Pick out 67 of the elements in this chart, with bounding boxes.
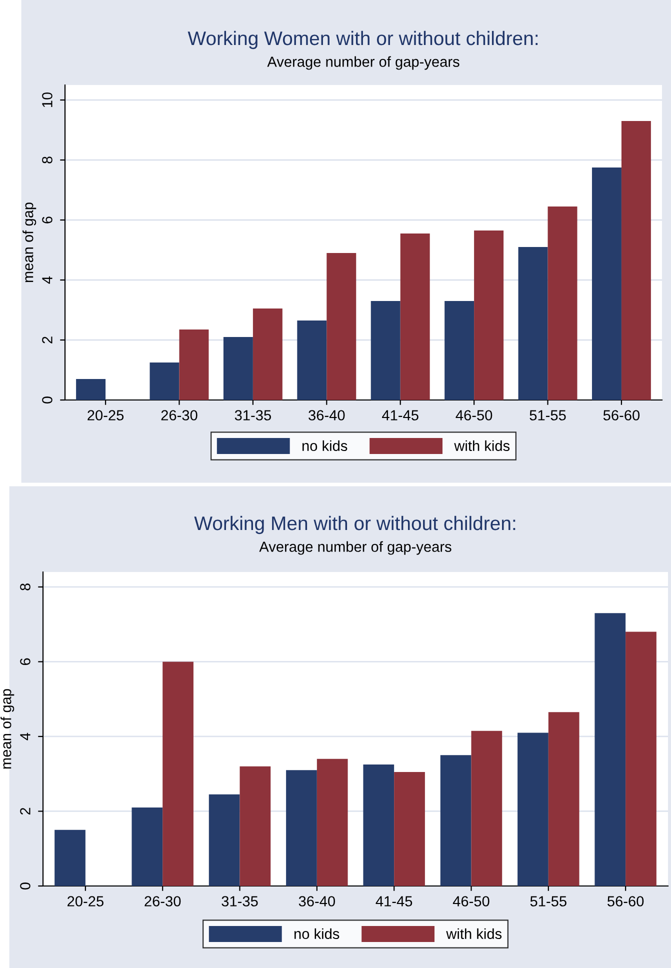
x-tick-label: 26-30 <box>144 896 181 906</box>
x-tick-label: 26-30 <box>161 410 198 420</box>
legend-label: no kids <box>302 440 348 452</box>
chart-subtitle: Average number of gap-years <box>259 541 452 555</box>
y-axis-title: mean of gap <box>0 689 14 769</box>
x-tick-label: 20-25 <box>88 410 124 420</box>
bar <box>223 337 253 400</box>
y-tick-label: 0 <box>20 882 30 890</box>
y-tick-label: 4 <box>20 732 30 740</box>
x-tick-label: 51-55 <box>530 896 566 906</box>
chart-title: Working Women with or without children: <box>188 30 538 50</box>
bar <box>54 830 86 886</box>
x-tick-label: 51-55 <box>530 410 566 420</box>
x-tick-label: 20-25 <box>68 896 104 906</box>
y-tick-label: 8 <box>20 584 30 590</box>
bar <box>297 320 327 400</box>
bar <box>592 168 622 400</box>
bar <box>444 301 474 400</box>
bar <box>548 712 580 886</box>
x-tick-label: 56-60 <box>608 896 644 906</box>
chart-title: Working Men with or without children: <box>194 516 516 534</box>
bar <box>518 732 548 886</box>
x-tick-label: 36-40 <box>298 896 335 906</box>
x-tick-label: 31-35 <box>222 896 258 906</box>
bar <box>548 206 578 400</box>
bar <box>162 662 194 886</box>
chart-subtitle: Average number of gap-years <box>267 56 460 70</box>
legend-label: with kids <box>446 928 502 940</box>
bar <box>621 121 651 400</box>
x-tick-label: 56-60 <box>603 410 640 420</box>
bar <box>252 308 282 400</box>
bar <box>440 755 472 886</box>
bar <box>208 794 240 886</box>
x-tick-label: 46-50 <box>452 896 490 906</box>
bar <box>240 766 271 886</box>
bar <box>370 301 400 400</box>
y-tick-label: 6 <box>20 658 30 666</box>
bar <box>594 613 626 886</box>
bar <box>518 247 548 400</box>
bar <box>626 632 656 886</box>
y-tick-label: 2 <box>20 808 30 815</box>
bar <box>326 253 356 400</box>
x-tick-label: 46-50 <box>456 410 492 420</box>
y-tick-label: 10 <box>42 92 52 107</box>
x-tick-label: 41-45 <box>382 410 418 420</box>
y-tick-label: 6 <box>42 216 52 224</box>
x-tick-label: 41-45 <box>376 896 412 906</box>
bar <box>394 772 425 886</box>
x-tick-label: 31-35 <box>234 410 271 420</box>
legend-label: with kids <box>454 440 510 452</box>
bar <box>363 764 394 886</box>
bar <box>132 808 163 886</box>
bar <box>179 330 209 400</box>
bar <box>76 379 106 400</box>
bar <box>286 770 317 886</box>
y-tick-label: 8 <box>42 156 52 164</box>
bar <box>474 230 504 400</box>
bar <box>400 234 430 400</box>
x-tick-label: 36-40 <box>308 410 345 420</box>
bar <box>150 362 180 400</box>
y-tick-label: 4 <box>42 276 52 284</box>
bar <box>471 730 502 886</box>
y-tick-label: 2 <box>42 336 52 344</box>
bar <box>316 758 348 886</box>
y-axis-title: mean of gap <box>22 202 36 282</box>
legend-label: no kids <box>294 928 340 940</box>
y-tick-label: 0 <box>42 396 52 404</box>
